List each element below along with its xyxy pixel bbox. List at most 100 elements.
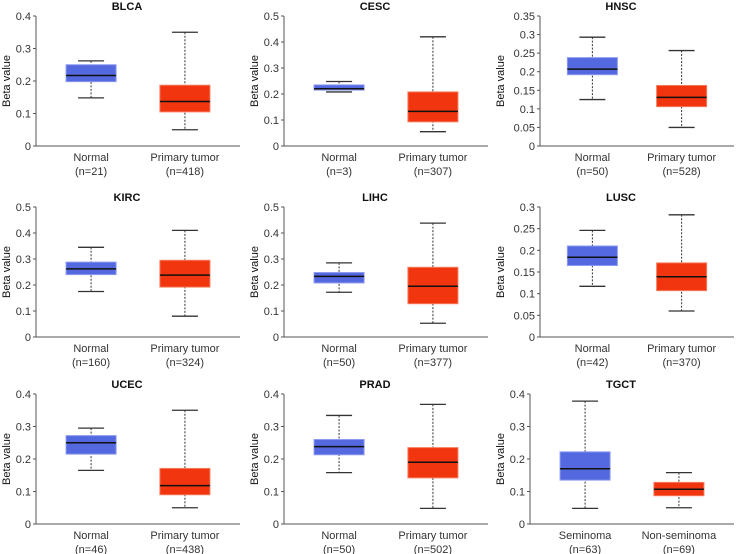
iqr-box [313,272,365,284]
box-tumor [159,409,211,509]
box-normal [566,229,618,287]
panel-tgct: TGCT Beta value 0 0.1 0.2 0.3 0.4 Seminoma (n=63… [495,379,734,554]
sample-count: (n=69) [663,544,695,554]
box-normal [566,36,618,101]
panel-prad: PRAD Beta value 0 0.1 0.2 0.3 0.4 Normal (n=50) P… [249,379,488,554]
box-tumor [407,403,459,510]
y-tick-label: 0.05 [514,122,535,134]
sample-count: (n=160) [72,357,110,369]
category-label: Primary tumor [647,343,716,355]
box-normal [313,80,365,93]
y-tick-label: 0.2 [264,89,279,101]
iqr-box [407,91,459,123]
category-label: Primary tumor [398,530,467,542]
box-tumor [407,36,459,133]
y-tick-label: 0.1 [16,306,31,318]
y-tick-label: 0.4 [264,228,279,240]
y-tick-label: 0 [519,519,525,531]
sample-count: (n=50) [323,544,355,554]
box-normal [65,60,117,99]
y-tick-label: 0.3 [16,254,31,266]
category-label: Normal [73,530,108,542]
y-axis-label: Beta value [1,55,13,107]
panel-cesc: CESC Beta value 0 0.1 0.2 0.3 0.4 0.5 Normal (n=3… [249,1,488,178]
sample-count: (n=438) [166,544,204,554]
box-tumor [159,229,211,317]
panel-title: BLCA [112,1,143,13]
iqr-box [566,57,618,76]
y-tick-label: 0.2 [510,454,525,466]
y-tick-label: 0 [529,332,535,344]
sample-count: (n=50) [323,357,355,369]
sample-count: (n=63) [569,544,601,554]
sample-count: (n=324) [166,357,204,369]
panel-title: HNSC [605,1,636,13]
box-normal [65,427,117,472]
category-label: Primary tumor [398,343,467,355]
category-label: Primary tumor [398,152,467,164]
y-tick-label: 0.5 [264,202,279,214]
y-tick-label: 0.2 [264,454,279,466]
box-tumor [653,471,705,509]
sample-count: (n=42) [576,357,608,369]
y-axis-label: Beta value [495,246,507,298]
y-tick-label: 0.25 [514,48,535,60]
y-tick-label: 0.1 [520,104,535,116]
y-tick-label: 0.35 [514,11,535,23]
iqr-box [407,266,459,305]
y-tick-label: 0.1 [264,115,279,127]
panel-title: CESC [360,1,391,13]
y-tick-label: 0.5 [16,202,31,214]
y-tick-label: 0 [25,332,31,344]
iqr-box [65,64,117,83]
y-axis-label: Beta value [249,55,261,107]
y-tick-label: 0.15 [514,267,535,279]
y-tick-label: 0.1 [16,487,31,499]
y-tick-label: 0.1 [520,289,535,301]
panel-title: TGCT [606,379,636,391]
panel-title: LIHC [362,192,388,204]
category-label: Normal [73,343,108,355]
y-tick-label: 0.1 [264,306,279,318]
y-tick-label: 0.2 [520,67,535,79]
y-tick-label: 0.1 [264,487,279,499]
panel-lihc: LIHC Beta value 0 0.1 0.2 0.3 0.4 0.5 Normal (n=5… [249,192,488,369]
sample-count: (n=50) [576,166,608,178]
y-tick-label: 0.2 [16,280,31,292]
iqr-box [159,467,211,496]
box-normal [559,400,611,510]
y-tick-label: 0.3 [264,254,279,266]
panel-blca: BLCA Beta value 0 0.1 0.2 0.3 0.4 Normal (n=21) P… [1,1,240,178]
iqr-box [559,451,611,481]
y-tick-label: 0.2 [520,245,535,257]
category-label: Non-seminoma [642,530,717,542]
iqr-box [65,435,117,455]
category-label: Seminoma [559,530,612,542]
y-tick-label: 0.3 [510,422,525,434]
y-tick-label: 0.2 [16,76,31,88]
sample-count: (n=418) [166,166,204,178]
panel-title: UCEC [111,379,142,391]
box-tumor [407,222,459,324]
sample-count: (n=528) [663,166,701,178]
y-tick-label: 0.2 [264,280,279,292]
y-tick-label: 0.4 [510,389,525,401]
y-tick-label: 0.3 [264,422,279,434]
panel-ucec: UCEC Beta value 0 0.1 0.2 0.3 0.4 Normal (n=46) P… [1,379,240,554]
sample-count: (n=307) [414,166,452,178]
panel-kirc: KIRC Beta value 0 0.1 0.2 0.3 0.4 0.5 Normal (n=1… [1,192,240,369]
y-tick-label: 0.4 [16,11,31,23]
category-label: Normal [575,343,610,355]
category-label: Primary tumor [647,152,716,164]
iqr-box [313,84,365,91]
sample-count: (n=21) [75,166,107,178]
sample-count: (n=46) [75,544,107,554]
sample-count: (n=3) [326,166,352,178]
category-label: Normal [73,152,108,164]
iqr-box [159,84,211,113]
box-tumor [159,31,211,131]
iqr-box [656,84,708,108]
box-tumor [656,49,708,129]
y-axis-label: Beta value [1,433,13,485]
panel-title: PRAD [359,379,390,391]
